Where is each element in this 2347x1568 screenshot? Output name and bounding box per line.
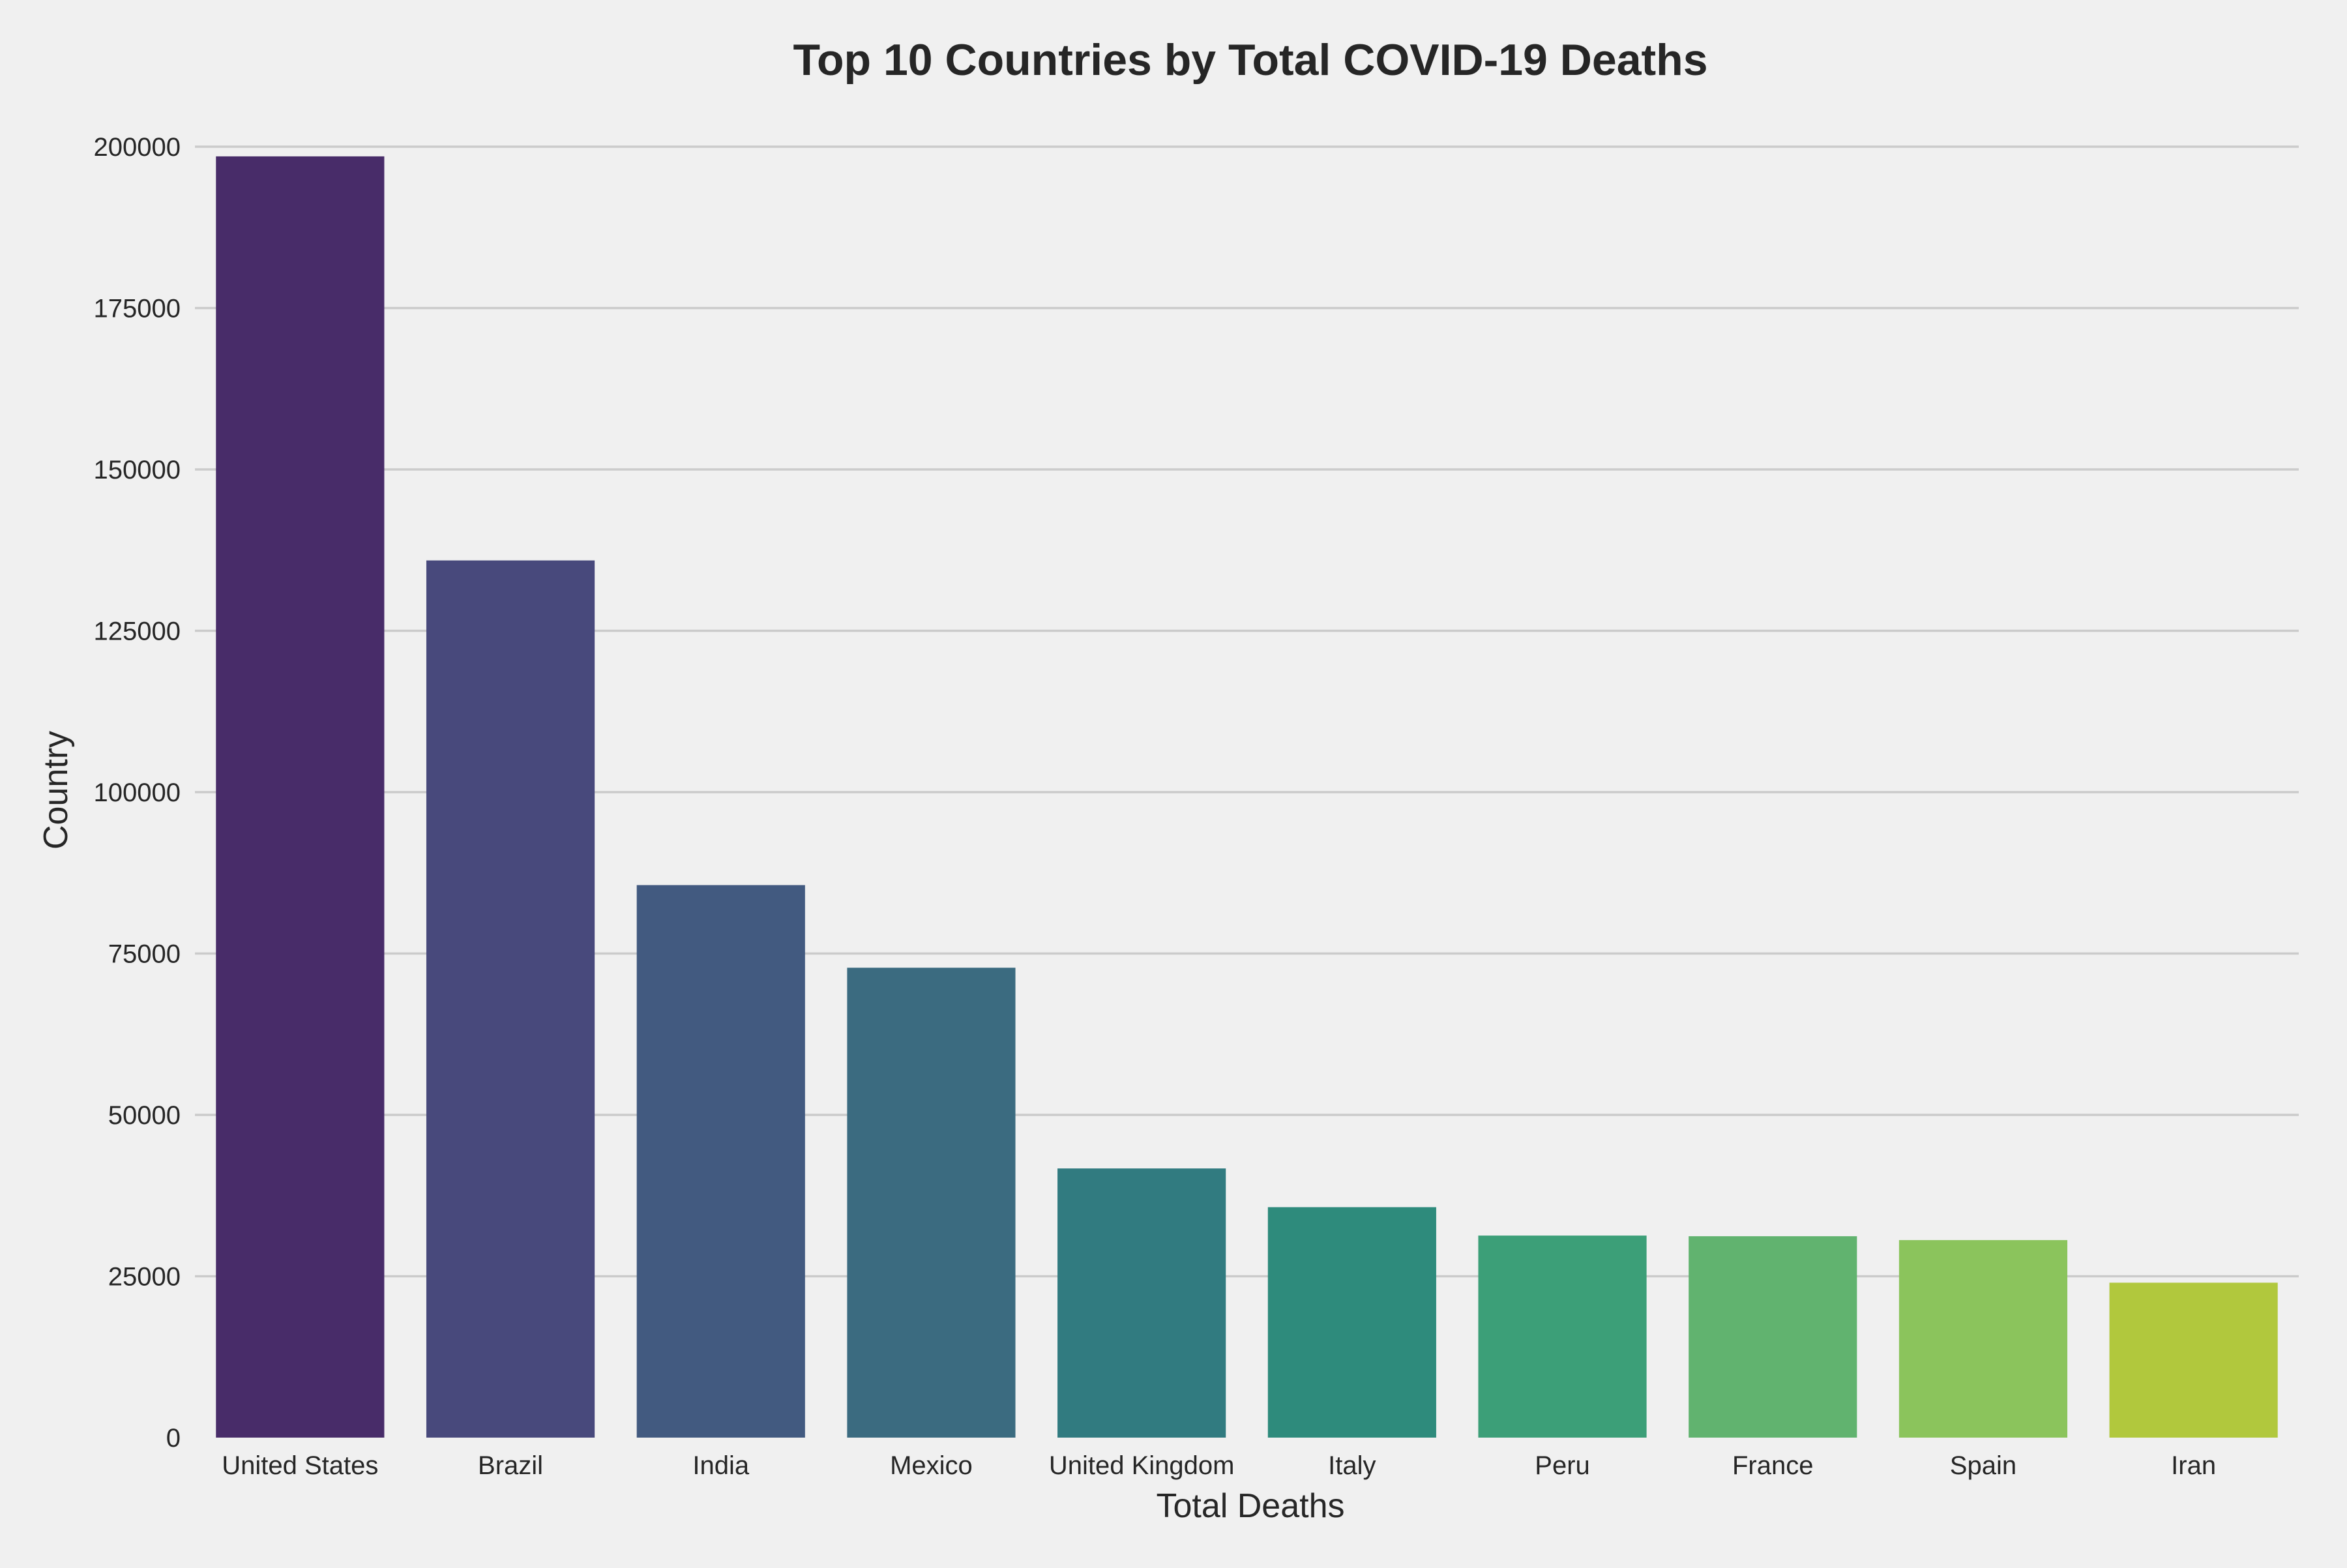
x-tick-label: France [1732, 1451, 1814, 1480]
y-tick-label: 50000 [108, 1101, 181, 1130]
y-tick-label: 25000 [108, 1263, 181, 1292]
bars [216, 156, 2278, 1438]
bar [1057, 1168, 1226, 1438]
bar [1898, 1240, 2068, 1438]
y-tick-label: 0 [166, 1424, 181, 1453]
y-tick-labels: 0 25000 50000 75000 100000 125000 150000 175000… [94, 133, 181, 1453]
x-tick-label: Brazil [478, 1451, 543, 1480]
y-axis-label: Country [37, 731, 75, 850]
bar [2109, 1282, 2278, 1438]
bar [1478, 1235, 1647, 1438]
y-tick-label: 175000 [94, 295, 181, 323]
bar [847, 968, 1016, 1438]
y-tick-label: 75000 [108, 940, 181, 969]
y-tick-label: 100000 [94, 778, 181, 807]
x-tick-label: United States [222, 1451, 378, 1480]
y-tick-label: 125000 [94, 617, 181, 646]
x-tick-labels: United States Brazil India Mexico United Kin… [222, 1451, 2216, 1480]
chart-title: Top 10 Countries by Total COVID-19 Death… [793, 35, 1707, 85]
x-tick-label: Peru [1535, 1451, 1590, 1480]
x-tick-label: India [692, 1451, 749, 1480]
bar [1267, 1207, 1436, 1438]
bar [216, 156, 385, 1438]
bar [636, 885, 805, 1438]
y-tick-label: 150000 [94, 456, 181, 484]
x-tick-label: Spain [1950, 1451, 2016, 1480]
x-tick-label: Iran [2171, 1451, 2216, 1480]
x-tick-label: Mexico [890, 1451, 973, 1480]
x-tick-label: Italy [1328, 1451, 1376, 1480]
y-tick-label: 200000 [94, 133, 181, 162]
bar [1689, 1236, 1857, 1438]
x-axis-label: Total Deaths [1156, 1487, 1344, 1525]
x-tick-label: United Kingdom [1049, 1451, 1235, 1480]
bar [426, 560, 595, 1438]
